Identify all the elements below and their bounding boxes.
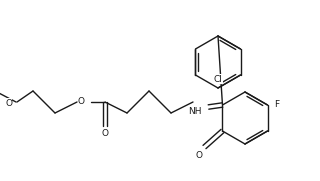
Text: Cl: Cl (213, 75, 222, 83)
Text: O: O (5, 98, 12, 108)
Text: O: O (101, 129, 108, 138)
Text: NH: NH (188, 108, 202, 117)
Text: O: O (196, 150, 203, 159)
Text: F: F (274, 100, 279, 110)
Text: O: O (78, 96, 85, 106)
